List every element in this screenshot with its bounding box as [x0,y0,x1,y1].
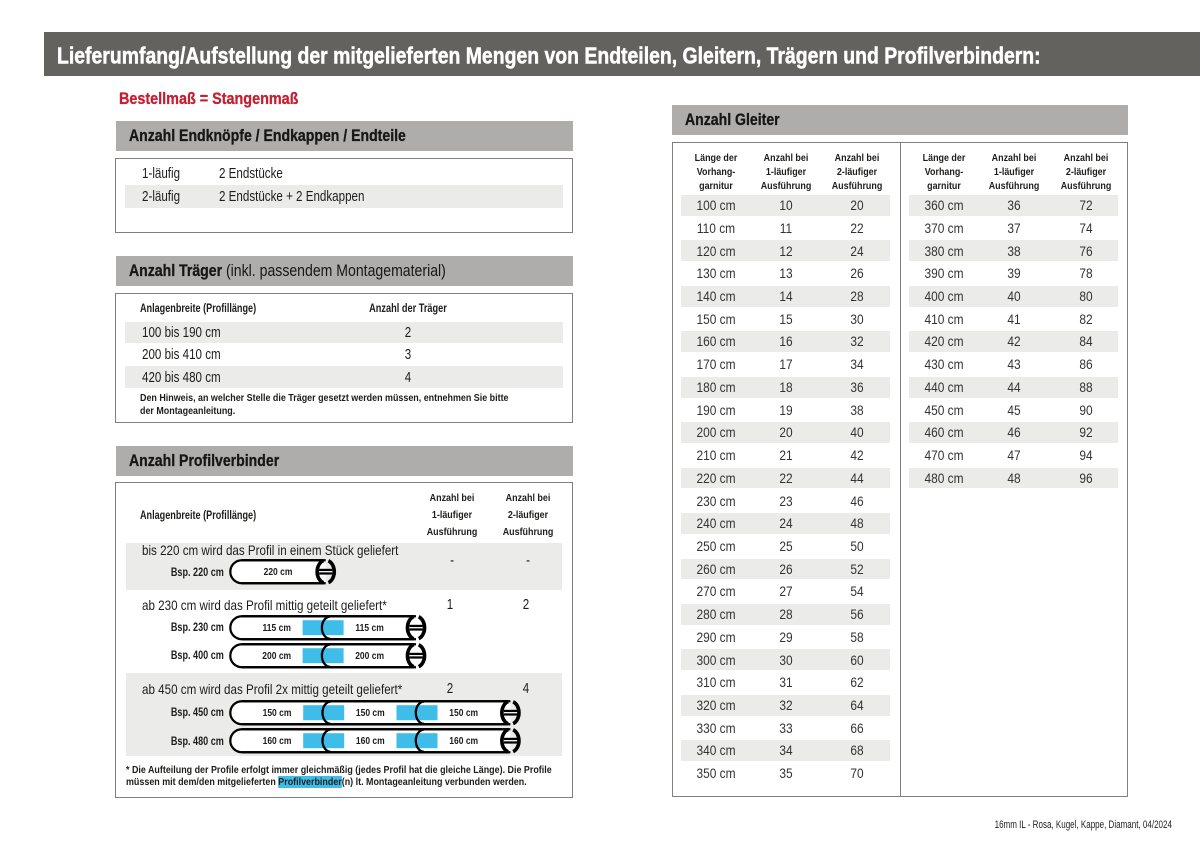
svg-text:200 cm: 200 cm [262,649,291,661]
svg-text:150 cm: 150 cm [356,706,385,718]
svg-text:200 cm: 200 cm [355,649,384,661]
svg-text:115 cm: 115 cm [263,621,291,633]
svg-text:150 cm: 150 cm [449,706,478,718]
svg-text:115 cm: 115 cm [355,621,383,633]
svg-text:220 cm: 220 cm [264,565,293,577]
svg-text:160 cm: 160 cm [356,734,385,746]
svg-text:160 cm: 160 cm [449,734,478,746]
svg-text:150 cm: 150 cm [263,706,292,718]
svg-text:160 cm: 160 cm [263,734,292,746]
